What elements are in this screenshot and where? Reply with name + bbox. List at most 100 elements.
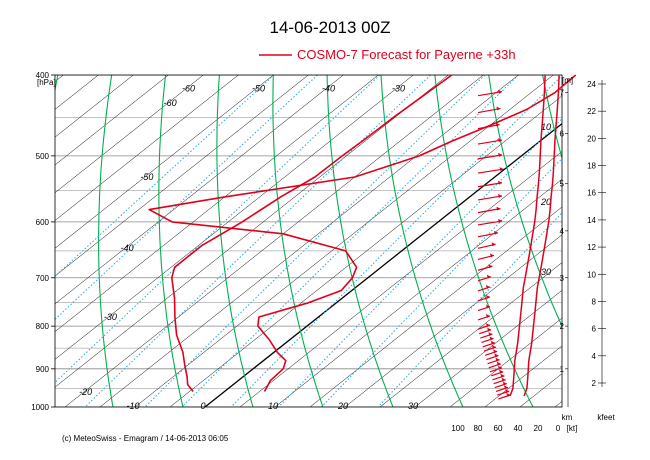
wind-barb-head (498, 365, 502, 370)
chart-title: 14-06-2013 00Z (270, 18, 391, 37)
temperature-tick-label: 10 (268, 401, 278, 411)
isotherm-label: -30 (104, 312, 117, 322)
wind-barb-head (486, 314, 490, 318)
mixing-ratio-line (377, 212, 562, 407)
feet-tick-label: 14 (587, 216, 596, 225)
isotherm-line (554, 401, 562, 407)
pressure-tick-label: 1000 (31, 403, 49, 412)
isotherm-line (484, 345, 562, 407)
wind-barb-head (486, 285, 490, 289)
isotherm-line (169, 95, 562, 407)
isotherm-label: -50 (252, 83, 265, 93)
isotherm-label: -50 (140, 172, 153, 182)
isotherm-extra-label: 30 (541, 267, 551, 277)
isotherm-line (239, 151, 562, 407)
height-tick-label: 2 (560, 322, 565, 331)
wind-barb-head (504, 385, 508, 390)
isotherm-line (414, 290, 562, 407)
background-grid (55, 75, 650, 407)
mixing-ratio-line (230, 75, 562, 407)
wind-barb-head (488, 264, 493, 269)
wind-barb (477, 195, 503, 201)
mixing-ratio-line (55, 75, 318, 321)
height-tick-label: 5 (560, 180, 565, 189)
isotherm-label: -20 (79, 387, 92, 397)
feet-axis-unit: kfeet (597, 413, 615, 422)
dry-adiabat-line (158, 75, 184, 407)
dry-adiabat-line (380, 75, 464, 407)
pressure-axis-unit: [hPa] (37, 78, 56, 87)
pressure-tick-label: 500 (36, 152, 50, 161)
dry-adiabat-line (597, 75, 650, 407)
wind-barb (477, 168, 504, 174)
isotherm-line (449, 317, 562, 407)
isotherm-line (55, 75, 134, 138)
wind-barb (477, 91, 503, 97)
isotherm-label: -30 (392, 83, 405, 93)
dry-adiabat-line (55, 75, 59, 94)
isotherm-line (625, 75, 650, 407)
isotherm-label: -40 (322, 83, 335, 93)
isotherm-line (55, 75, 99, 110)
wind-barb (477, 208, 501, 214)
feet-tick-label: 16 (587, 189, 596, 198)
wind-barb-head (494, 230, 498, 235)
wind-barb (477, 139, 503, 145)
mixing-ratio-line (55, 75, 381, 384)
feet-tick-label: 18 (587, 162, 596, 171)
height-tick-label: 7 (560, 89, 565, 98)
wind-barb-head (486, 274, 491, 279)
wind-barb-head (500, 373, 505, 378)
height-tick-label: 3 (560, 274, 565, 283)
isotherm-line (55, 75, 379, 332)
temperature-profile-line (148, 74, 577, 392)
wind-barb-head (498, 218, 502, 223)
wind-tick-label: 80 (474, 424, 483, 433)
mixing-ratio-line (321, 157, 562, 407)
wind-speed-line (509, 74, 546, 397)
dry-adiabat-line (216, 75, 254, 407)
isotherm-line (55, 75, 204, 194)
wind-barb-head (490, 340, 495, 345)
wind-tick-label: 40 (514, 424, 523, 433)
isotherm-label: -60 (182, 83, 195, 93)
feet-tick-label: 24 (587, 80, 596, 89)
height-tick-label: 1 (560, 365, 565, 374)
feet-tick-label: 10 (587, 270, 596, 279)
wind-barb (477, 182, 503, 188)
wind-barb (477, 124, 500, 130)
isotherm-line (379, 262, 562, 407)
wind-barb (477, 220, 503, 226)
temperature-tick-label: -10 (126, 401, 139, 411)
isotherm-extra-label: 20 (540, 197, 551, 207)
wind-tick-label: 60 (494, 424, 503, 433)
isotherm-line (590, 75, 650, 407)
feet-tick-label: 2 (592, 379, 597, 388)
pressure-tick-label: 600 (36, 218, 50, 227)
chart-footer: (c) MeteoSwiss - Emagram / 14-06-2013 06… (62, 434, 229, 443)
pressure-tick-label: 900 (36, 365, 50, 374)
pressure-tick-label: 800 (36, 322, 50, 331)
isotherm-line (274, 178, 562, 407)
legend-label: COSMO-7 Forecast for Payerne +33h (297, 47, 516, 62)
feet-tick-label: 12 (587, 243, 596, 252)
isotherm-line (64, 75, 484, 407)
mixing-ratio-line (181, 75, 519, 407)
mixing-ratio-line (55, 75, 275, 278)
temperature-tick-label: 30 (408, 401, 418, 411)
isotherm-line (55, 75, 449, 388)
wind-tick-label: 20 (534, 424, 543, 433)
isotherm-line (55, 75, 64, 82)
pressure-tick-label: 700 (36, 274, 50, 283)
dry-adiabat-line (272, 75, 324, 407)
wind-envelope-line (523, 74, 560, 397)
isotherm-line (309, 206, 562, 407)
wind-barb-head (498, 180, 502, 185)
wind-barb-head (490, 253, 494, 258)
wind-barb-head (494, 353, 499, 358)
wind-barb-head (488, 332, 493, 337)
wind-barb-head (499, 369, 504, 374)
wind-barb-head (498, 152, 502, 157)
isotherm-line (55, 75, 414, 360)
